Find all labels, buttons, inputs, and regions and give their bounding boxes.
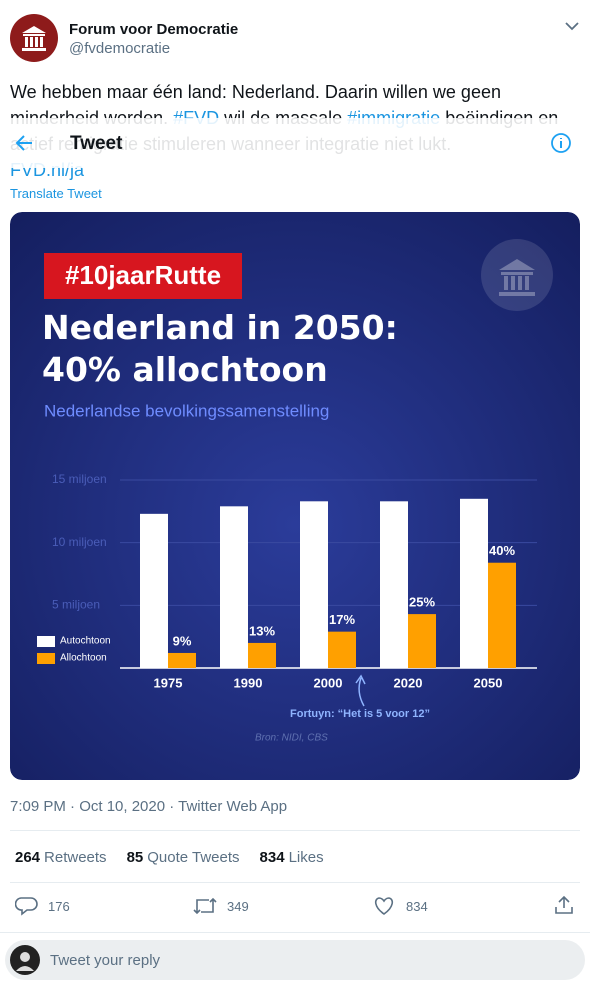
user-avatar (10, 945, 40, 975)
stat-label: Retweets (44, 849, 107, 866)
x-tick-label: 2050 (474, 675, 503, 690)
stat[interactable]: 85 Quote Tweets (127, 849, 240, 866)
info-button[interactable] (550, 132, 572, 154)
legend-label: Allochtoon (60, 653, 107, 664)
reply-count: 176 (48, 899, 70, 914)
chart-subtitle: Nederlandse bevolkingssamenstelling (44, 401, 329, 420)
chart-title-box: Nederland in 2050: 40% allochtoon (42, 308, 398, 389)
divider (10, 830, 580, 831)
stat-label: Quote Tweets (147, 849, 240, 866)
stat-label: Likes (288, 849, 324, 866)
back-button[interactable] (14, 132, 36, 154)
x-tick-label: 2020 (394, 675, 423, 690)
stats: 264 Retweets 85 Quote Tweets 834 Likes (15, 849, 324, 866)
legend-swatch (37, 653, 55, 664)
reply-icon[interactable] (15, 895, 39, 917)
bar (328, 631, 356, 668)
logo-icon (499, 259, 535, 296)
bar (248, 642, 276, 668)
y-tick-label: 5 miljoen (52, 598, 100, 612)
bar (220, 506, 248, 668)
bar (140, 513, 168, 668)
tag: #10jaarRutte (65, 260, 221, 290)
divider (10, 882, 580, 883)
bar (380, 501, 408, 668)
share-icon[interactable] (553, 894, 575, 916)
tag-box (44, 253, 242, 299)
like-icon[interactable] (372, 895, 396, 917)
chart-title: Nederland in 2050: 40% allochtoon (42, 308, 398, 389)
share-label: 17% (329, 612, 355, 627)
chart-image[interactable]: #10jaarRutte Nederland in 2050: 40% allo… (10, 212, 580, 780)
x-tick-label: 1990 (234, 675, 263, 690)
retweet-icon[interactable] (192, 895, 218, 917)
bar (460, 498, 488, 668)
x-tick-label: 1975 (154, 675, 183, 690)
legend-label: Autochtoon (60, 636, 111, 647)
annotation-arrowhead (355, 674, 366, 685)
author-name[interactable]: Forum voor Democratie (69, 21, 239, 38)
sticky-header: Tweet (0, 118, 590, 168)
stat[interactable]: 834 Likes (260, 849, 324, 866)
reply-box[interactable]: Tweet your reply (5, 940, 585, 980)
header-title: Tweet (70, 133, 123, 154)
bar (408, 614, 436, 668)
source: Bron: NIDI, CBS (255, 733, 328, 744)
more-chevron[interactable] (564, 20, 580, 32)
share-label: 13% (249, 623, 275, 638)
bar (300, 501, 328, 668)
author-handle[interactable]: @fvdemocratie (69, 40, 171, 57)
y-tick-label: 10 miljoen (52, 535, 107, 549)
bar (168, 652, 196, 668)
timestamp: 7:09 PM · Oct 10, 2020 · Twitter Web App (10, 798, 288, 815)
reply-placeholder: Tweet your reply (50, 952, 161, 969)
share-label: 40% (489, 543, 515, 558)
avatar[interactable] (10, 14, 60, 64)
stat-count: 264 (15, 849, 41, 866)
stat-count: 85 (126, 849, 144, 866)
logo (481, 239, 553, 311)
like-count: 834 (406, 899, 428, 914)
retweet-count: 349 (227, 899, 249, 914)
stat[interactable]: 264 Retweets (15, 849, 107, 866)
share-label: 9% (173, 633, 192, 648)
stat-count: 834 (259, 849, 285, 866)
y-tick-label: 15 miljoen (52, 472, 107, 486)
x-tick-label: 2000 (314, 675, 343, 690)
bar (488, 562, 516, 668)
annotation: Fortuyn: “Het is 5 voor 12” (290, 708, 430, 720)
translate-link[interactable]: Translate Tweet (10, 186, 102, 201)
annotation-arrow (358, 677, 365, 707)
divider (0, 932, 590, 933)
legend-swatch (37, 636, 55, 647)
share-label: 25% (409, 595, 435, 610)
